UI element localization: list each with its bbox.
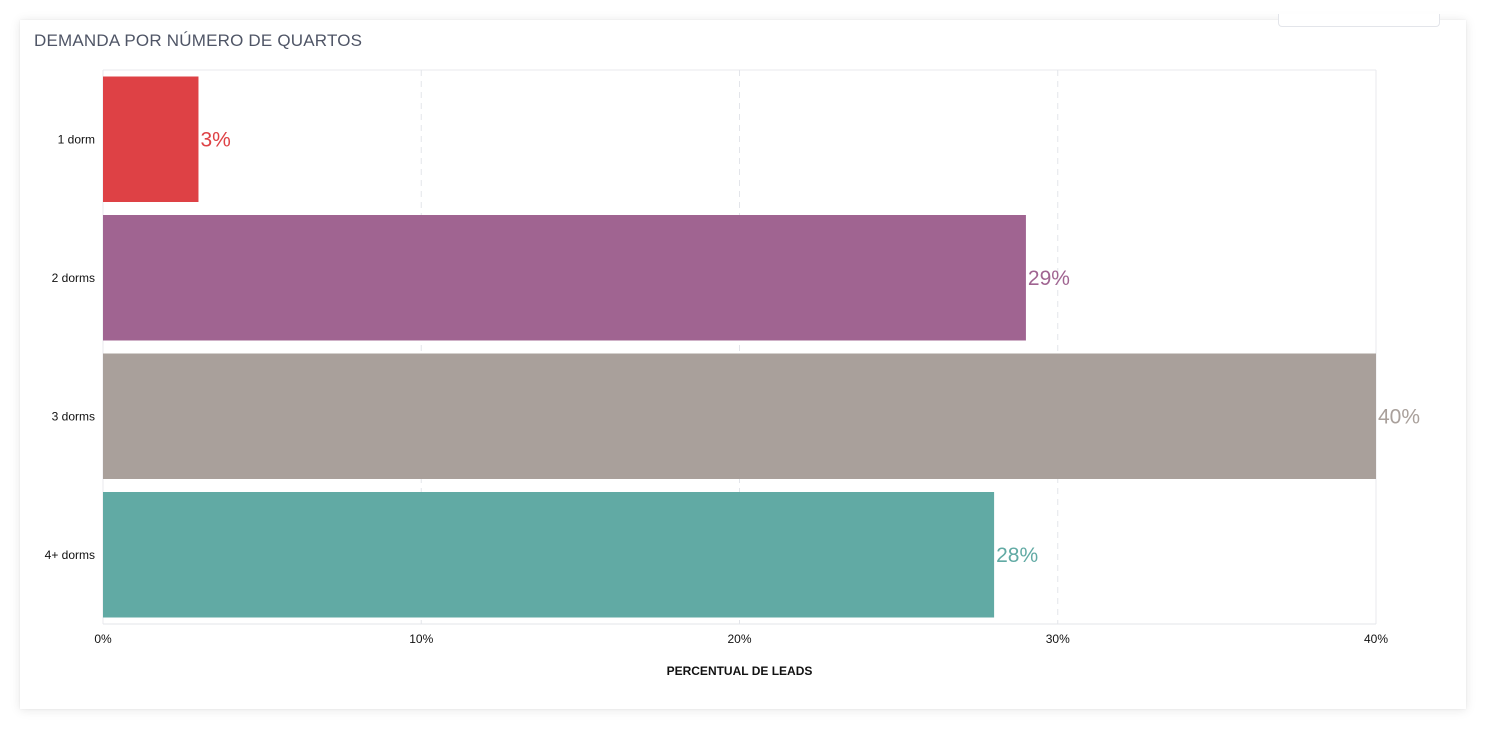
bars: 3% 29% 40% 28% (103, 76, 1420, 618)
grid-lines (102, 69, 1377, 625)
x-axis-labels: 0% 10% 20% 30% 40% (94, 632, 1388, 646)
y-tick-label: 3 dorms (52, 409, 95, 423)
bar[interactable] (103, 215, 1026, 341)
bar[interactable] (103, 353, 1376, 480)
bar-value-label: 28% (996, 544, 1038, 567)
bar-chart: 3% 29% 40% 28% 1 dorm 2 dorms 3 dorms 4+ dorms… (45, 69, 1420, 678)
options-dropdown[interactable] (1278, 14, 1440, 27)
chart-card: DEMANDA POR NÚMERO DE QUARTOS 3% 29% 40% 28… (20, 14, 1466, 709)
x-axis-title: PERCENTUAL DE LEADS (667, 664, 813, 678)
y-axis-labels: 1 dorm 2 dorms 3 dorms 4+ dorms (45, 132, 95, 562)
x-tick-label: 40% (1364, 632, 1388, 646)
bar-value-label: 40% (1378, 405, 1420, 428)
y-tick-label: 1 dorm (58, 132, 95, 146)
x-tick-label: 0% (94, 632, 112, 646)
x-tick-label: 20% (727, 632, 751, 646)
bar-value-label: 3% (200, 128, 230, 151)
bar-value-label: 29% (1028, 267, 1070, 290)
x-tick-label: 30% (1046, 632, 1070, 646)
y-tick-label: 4+ dorms (45, 548, 95, 562)
y-tick-label: 2 dorms (52, 271, 95, 285)
x-tick-label: 10% (409, 632, 433, 646)
chart-title: DEMANDA POR NÚMERO DE QUARTOS (34, 31, 363, 50)
bar[interactable] (103, 76, 199, 203)
bar[interactable] (103, 492, 995, 618)
